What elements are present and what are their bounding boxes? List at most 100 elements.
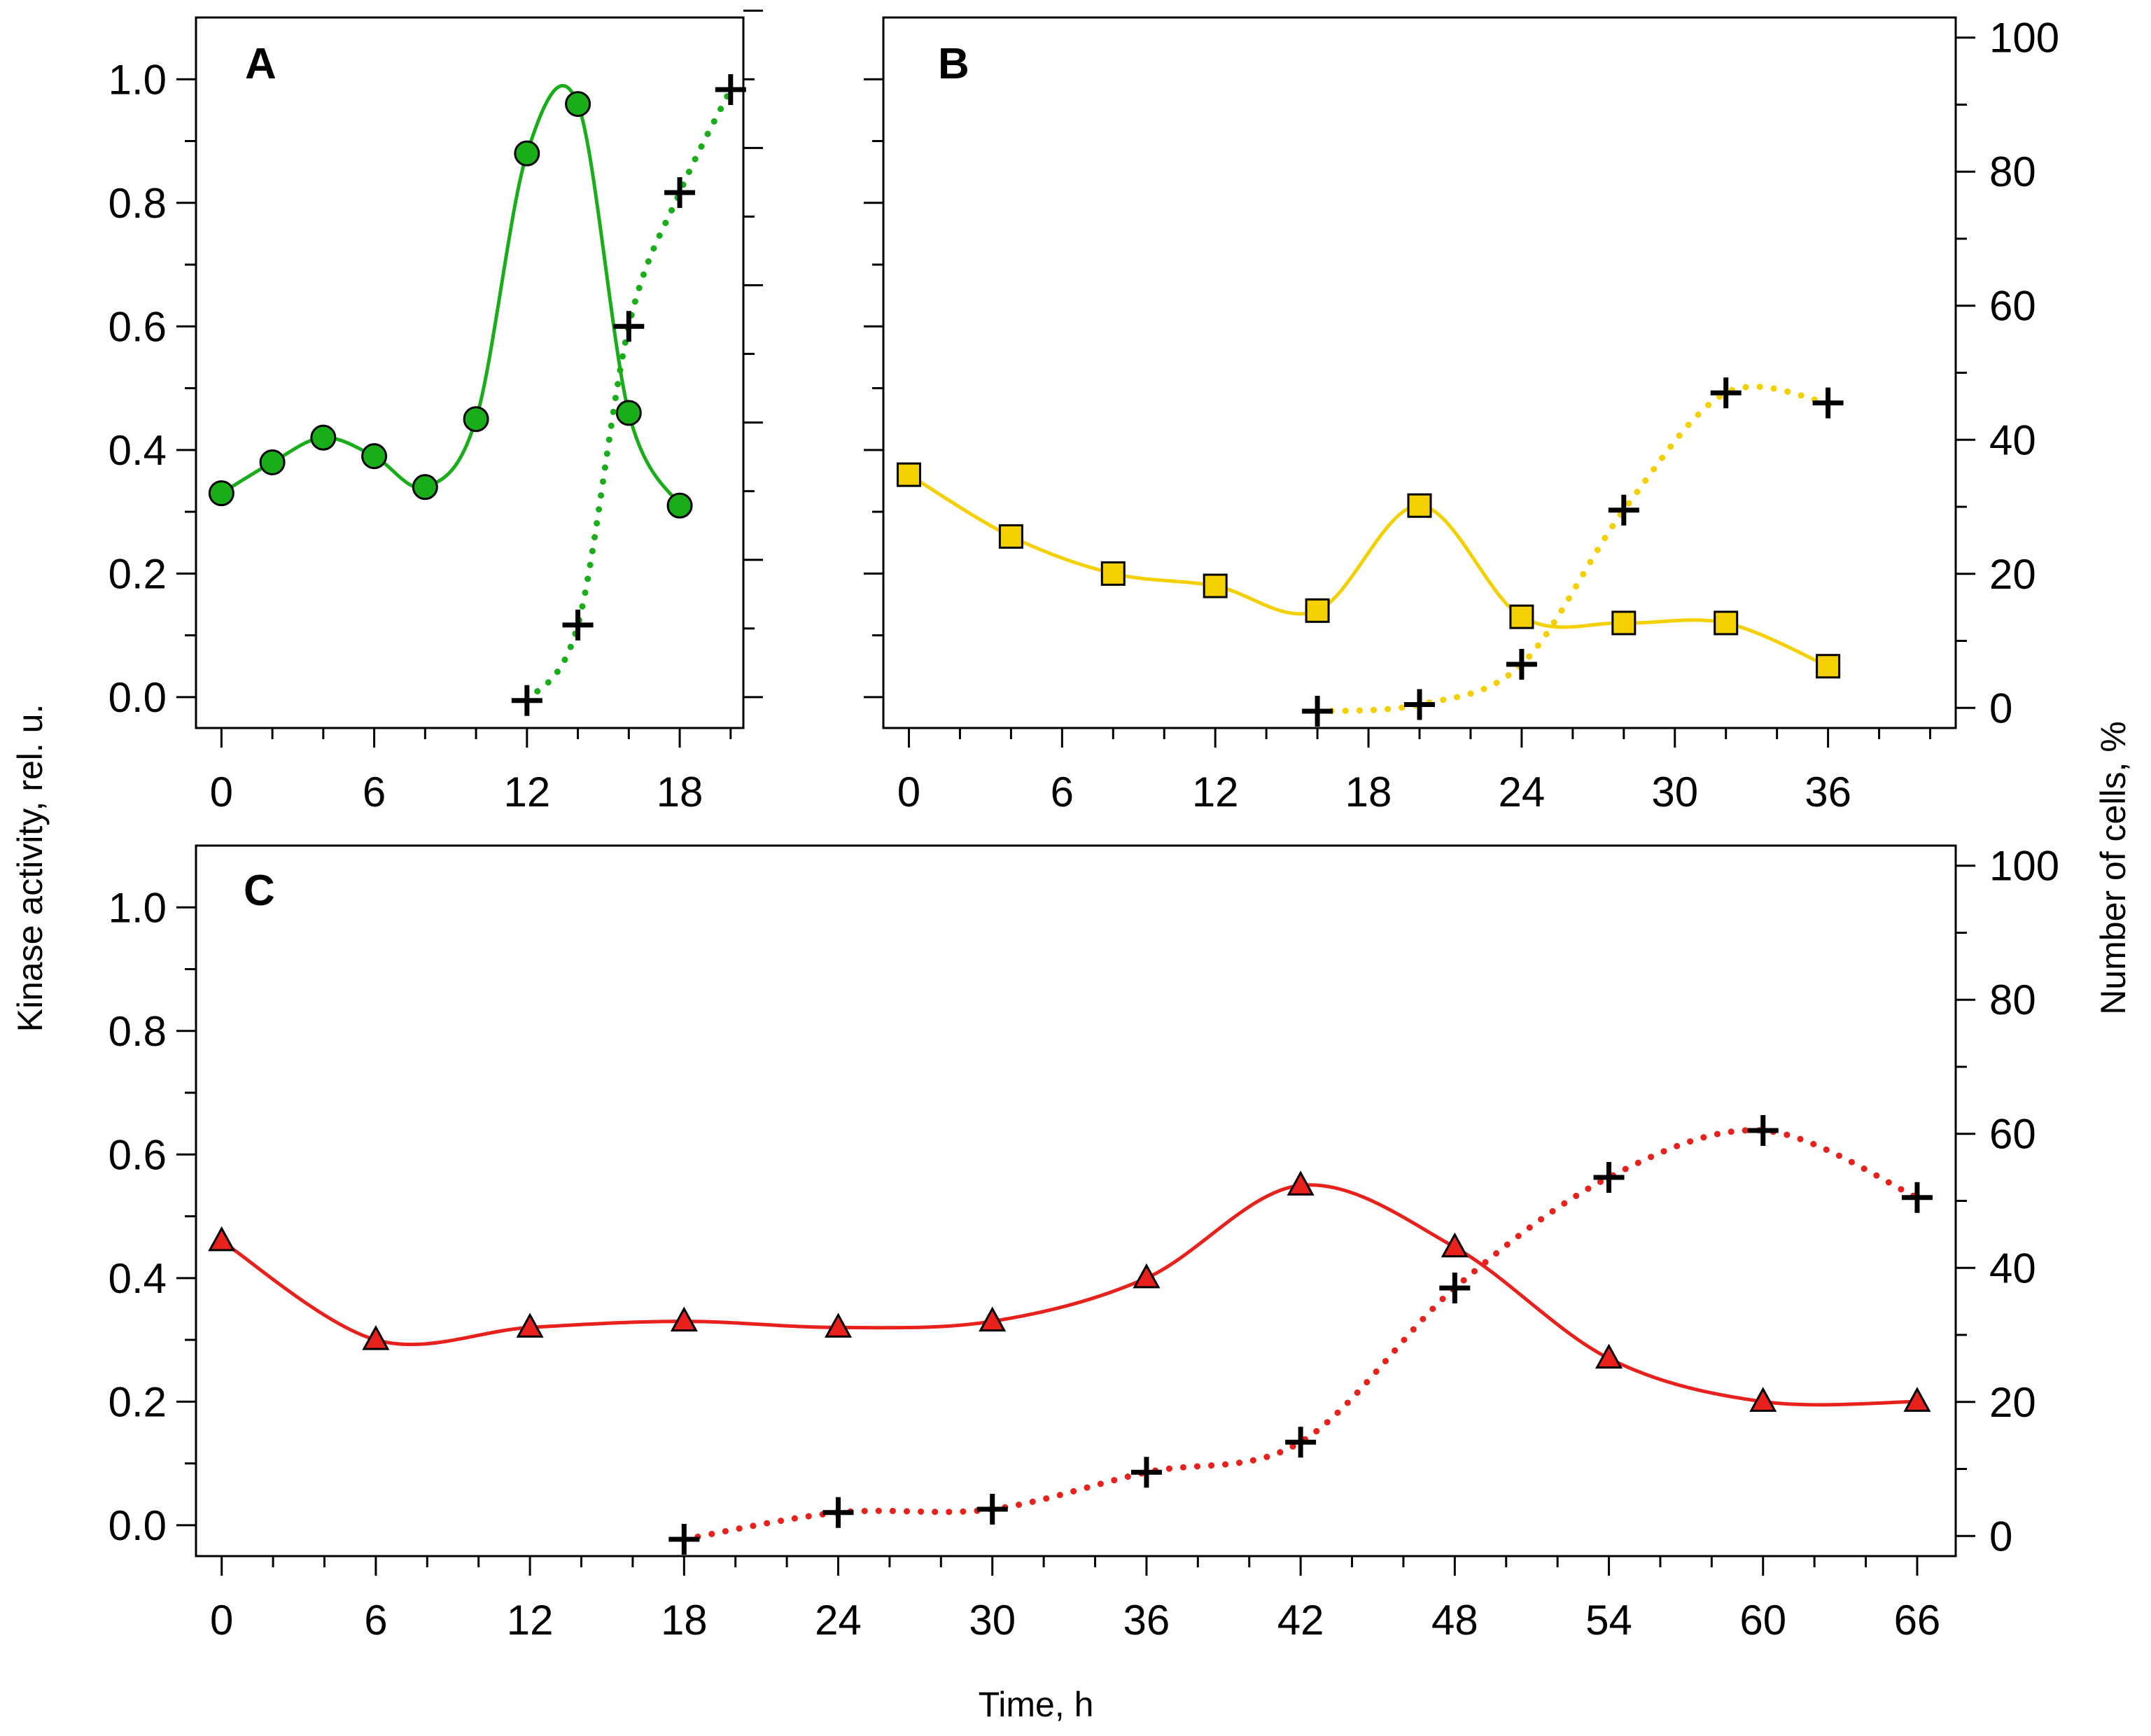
x-tick-label: 0 — [897, 769, 920, 816]
x-tick-label: 18 — [1345, 769, 1392, 816]
cell-count-point — [1812, 387, 1844, 419]
kinase-point — [998, 524, 1023, 549]
cell-count-point — [1404, 689, 1435, 720]
cell-count-point — [562, 609, 594, 640]
kinase-point — [1509, 604, 1534, 629]
cell-count-point — [1506, 649, 1537, 680]
kinase-point — [666, 492, 693, 519]
x-tick-label: 6 — [363, 769, 386, 816]
y-tick-label: 1.0 — [108, 884, 167, 931]
x-tick-label: 0 — [210, 769, 233, 816]
kinase-point — [1287, 1170, 1315, 1196]
x-tick-label: 54 — [1585, 1597, 1632, 1644]
x-tick-label: 36 — [1805, 769, 1851, 816]
kinase-point — [670, 1306, 698, 1332]
cell-count-point — [976, 1493, 1008, 1525]
y-tick-label: 1.0 — [108, 56, 167, 103]
kinase-point — [1203, 573, 1228, 598]
kinase-point — [516, 1312, 544, 1338]
kinase-point — [1714, 610, 1739, 636]
kinase-point — [514, 140, 540, 167]
x-tick-label: 12 — [507, 1597, 554, 1644]
cell-count-point — [1439, 1272, 1471, 1303]
x-tick-label: 18 — [657, 769, 703, 816]
kinase-point — [1305, 598, 1330, 623]
kinase-point — [824, 1312, 853, 1338]
y2-tick-label: 100 — [1989, 15, 2059, 62]
y2-tick-label: 60 — [1989, 283, 2036, 330]
kinase-point — [208, 480, 234, 507]
kinase-activity-line — [907, 472, 1830, 668]
y2-tick-label: 20 — [1989, 551, 2036, 598]
cell-count-line — [524, 86, 734, 704]
kinase-point — [1407, 493, 1432, 518]
y2-tick-label: 100 — [1989, 843, 2059, 890]
x-tick-label: 6 — [1051, 769, 1074, 816]
kinase-point — [1749, 1387, 1777, 1412]
kinase-point — [361, 443, 388, 470]
y2-tick-label: 20 — [1989, 1379, 2036, 1426]
kinase-point — [1903, 1387, 1931, 1412]
panel-b: 0 6 12 18 24 30 36 0 20 40 60 80 100 — [864, 15, 2059, 816]
kinase-activity-line — [219, 84, 682, 507]
kinase-point — [896, 462, 921, 487]
x-tick-label: 42 — [1277, 1597, 1324, 1644]
panel-a-letter: A — [245, 40, 276, 88]
kinase-point — [362, 1324, 390, 1350]
y2-tick-label: 0 — [1989, 685, 2012, 732]
cell-count-point — [664, 177, 696, 209]
cell-count-line — [1314, 383, 1832, 715]
kinase-point — [565, 91, 591, 118]
kinase-point — [310, 424, 337, 451]
plot-frame — [195, 16, 745, 729]
kinase-point — [1100, 561, 1126, 586]
cell-count-point — [822, 1497, 854, 1528]
x-tick-label: 48 — [1431, 1597, 1478, 1644]
y-tick-label: 0.0 — [108, 1502, 167, 1549]
panel-c: 0 6 12 18 24 30 36 42 48 54 60 66 0.0 0.2 0.4 0.6 0.8 1.0… — [108, 843, 2060, 1644]
x-tick-label: 0 — [210, 1597, 233, 1644]
y-tick-label: 0.2 — [108, 1378, 167, 1425]
y2-tick-label: 80 — [1989, 976, 2036, 1023]
plot-frame — [882, 16, 1957, 729]
cell-count-point — [1608, 494, 1639, 526]
y2-tick-label: 40 — [1989, 416, 2036, 463]
kinase-point — [979, 1306, 1007, 1332]
panel-c-letter: C — [244, 867, 275, 915]
kinase-point — [1441, 1232, 1469, 1258]
panel-a: 0 6 12 18 0.0 0.2 0.4 0.6 0.8 1.0 — [108, 9, 763, 816]
y-tick-label: 0.0 — [108, 674, 167, 721]
panels: 0 6 12 18 0.0 0.2 0.4 0.6 0.8 1.0 0 6 12 18 24 30 36 0 20 4… — [108, 9, 2060, 1644]
kinase-activity-line — [220, 1183, 1919, 1407]
kinase-point — [615, 400, 642, 426]
x-tick-label: 66 — [1894, 1597, 1941, 1644]
cell-count-point — [1285, 1427, 1317, 1458]
y-tick-label: 0.8 — [108, 1008, 167, 1055]
x-axis-title: Time, h — [979, 1685, 1094, 1724]
kinase-point — [463, 406, 489, 433]
plot-frame — [195, 844, 1957, 1558]
y-axis-title: Kinase activity, rel. u. — [10, 704, 50, 1032]
cell-count-point — [1747, 1114, 1779, 1146]
kinase-point — [259, 449, 286, 475]
x-tick-label: 30 — [969, 1597, 1016, 1644]
x-tick-label: 18 — [661, 1597, 708, 1644]
y-tick-label: 0.8 — [108, 180, 167, 227]
cell-count-point — [1901, 1182, 1933, 1213]
y-tick-label: 0.4 — [108, 1255, 167, 1302]
y-tick-label: 0.2 — [108, 550, 167, 597]
y2-axis-title: Number of cells, % — [2094, 721, 2133, 1015]
y2-tick-label: 60 — [1989, 1111, 2036, 1158]
cell-count-point — [668, 1524, 700, 1555]
y2-tick-label: 80 — [1989, 148, 2036, 195]
x-tick-label: 12 — [1192, 769, 1239, 816]
x-tick-label: 30 — [1651, 769, 1698, 816]
y2-tick-label: 40 — [1989, 1245, 2036, 1292]
x-tick-label: 6 — [364, 1597, 387, 1644]
kinase-point — [412, 474, 438, 500]
y-tick-label: 0.6 — [108, 1131, 167, 1178]
cell-count-point — [1593, 1161, 1625, 1193]
x-tick-label: 12 — [503, 769, 550, 816]
kinase-point — [1816, 654, 1841, 679]
y-tick-label: 0.6 — [108, 303, 167, 350]
